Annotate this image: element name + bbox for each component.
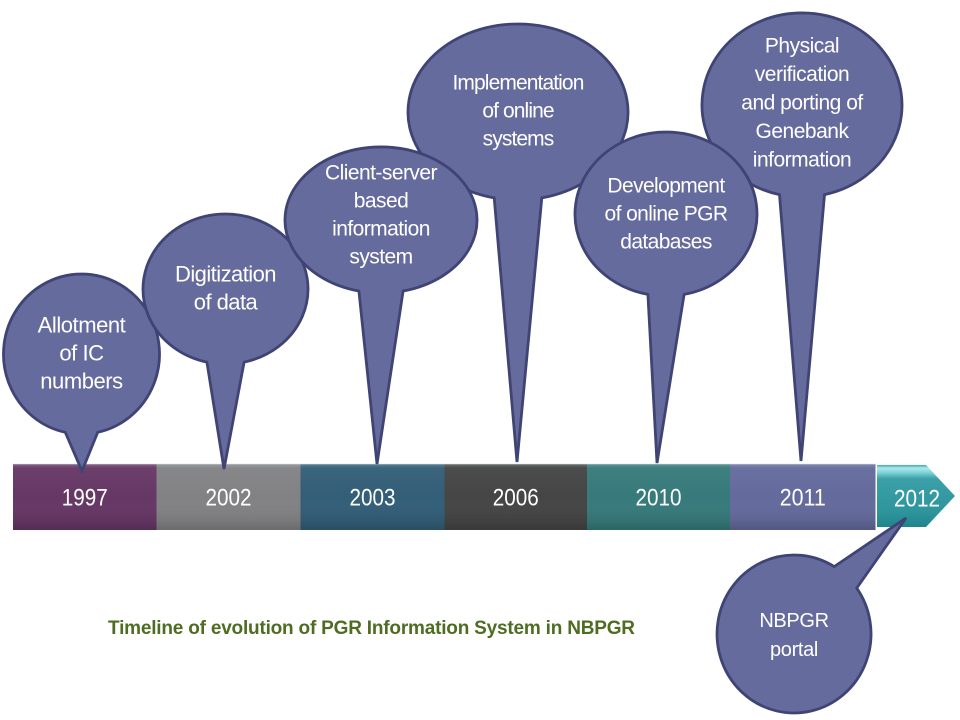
- svg-text:information: information: [332, 218, 430, 241]
- svg-text:based: based: [354, 190, 408, 213]
- svg-text:Physical: Physical: [765, 35, 839, 58]
- svg-text:Client-server: Client-server: [325, 162, 437, 185]
- svg-text:of data: of data: [194, 290, 259, 315]
- svg-text:Timeline of evolution of PGR I: Timeline of evolution of PGR Information…: [108, 618, 635, 639]
- svg-text:Digitization: Digitization: [175, 262, 276, 287]
- svg-text:portal: portal: [770, 639, 818, 661]
- svg-text:of online PGR: of online PGR: [605, 203, 728, 226]
- svg-text:verification: verification: [755, 63, 849, 86]
- svg-text:of IC: of IC: [59, 341, 104, 366]
- svg-text:numbers: numbers: [40, 369, 123, 394]
- svg-text:information: information: [753, 149, 851, 172]
- svg-text:databases: databases: [620, 231, 712, 254]
- svg-text:system: system: [349, 246, 412, 269]
- svg-text:of online: of online: [482, 100, 554, 123]
- svg-text:systems: systems: [483, 128, 554, 151]
- svg-text:Implementation: Implementation: [453, 72, 584, 95]
- svg-text:Genebank: Genebank: [756, 120, 850, 143]
- svg-text:NBPGR: NBPGR: [759, 610, 828, 632]
- svg-text:and porting of: and porting of: [741, 92, 863, 115]
- svg-text:Development: Development: [607, 175, 725, 198]
- svg-text:Allotment: Allotment: [38, 313, 126, 338]
- svg-text:2012: 2012: [894, 486, 940, 513]
